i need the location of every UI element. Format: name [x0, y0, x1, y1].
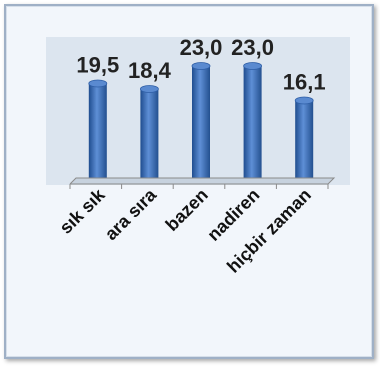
category-label: ara sıra: [101, 184, 161, 244]
bar: [191, 62, 211, 184]
bar-body: [295, 100, 314, 181]
bar: [294, 96, 314, 184]
bar-body: [192, 66, 210, 181]
value-label: 16,1: [283, 70, 326, 95]
value-label: 19,5: [76, 53, 119, 78]
bar: [243, 62, 263, 184]
bar-top: [139, 85, 159, 93]
value-label: 23,0: [180, 35, 223, 60]
bar-body: [243, 66, 262, 181]
value-label: 23,0: [231, 35, 274, 60]
axis-floor: [69, 177, 336, 185]
value-labels-group: 19,5 18,4 23,0 23,0 16,1: [76, 35, 325, 95]
bar: [139, 85, 159, 184]
bar: [88, 79, 108, 184]
bar-body: [88, 83, 107, 181]
bar-top: [243, 62, 263, 70]
x-axis: [69, 177, 336, 189]
value-label: 18,4: [128, 58, 172, 83]
bar-top: [191, 62, 211, 70]
category-label: bazen: [162, 185, 212, 235]
bar-top: [88, 79, 108, 88]
bar-body: [140, 89, 159, 181]
bar-top: [294, 96, 314, 105]
